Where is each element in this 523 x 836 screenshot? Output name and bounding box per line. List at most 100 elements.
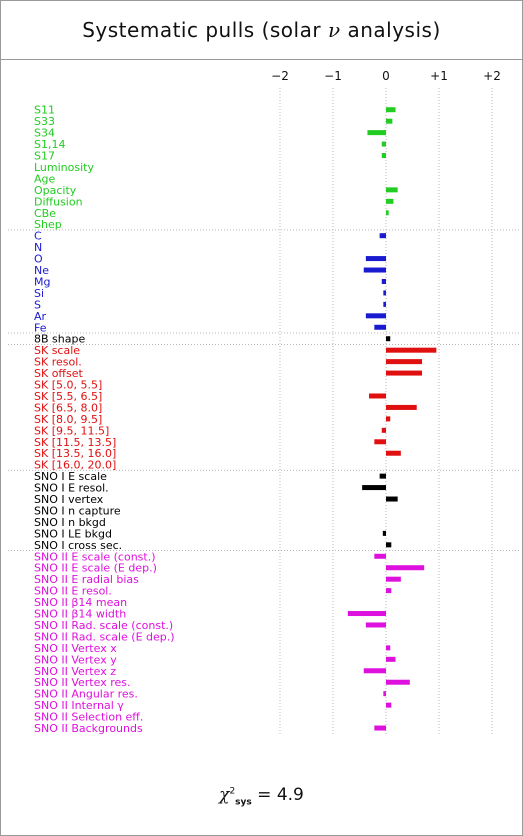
pull-bar — [386, 107, 396, 113]
param-label: SNO II Vertex res. — [34, 676, 130, 689]
param-label: SK [6.5, 8.0] — [34, 401, 102, 414]
title-prefix: Systematic pulls (solar — [82, 18, 328, 42]
pull-bar — [362, 485, 386, 491]
param-label: Opacity — [34, 184, 77, 197]
param-label: SNO II E scale (const.) — [34, 550, 156, 563]
param-label: SNO II Vertex x — [34, 642, 117, 655]
param-label: SNO II E scale (E dep.) — [34, 562, 157, 575]
param-label: Luminosity — [34, 161, 94, 174]
param-label: SNO I vertex — [34, 493, 104, 506]
param-label: SK [16.0, 20.0] — [34, 459, 116, 472]
pull-bar — [379, 473, 386, 479]
param-label: SNO II Rad. scale (E dep.) — [34, 630, 175, 643]
param-label: SK [8.0, 9.5] — [34, 413, 102, 426]
pull-bar — [386, 118, 393, 124]
pull-bar — [374, 553, 386, 559]
title-suffix: analysis) — [340, 18, 441, 42]
pull-bar — [386, 565, 425, 571]
param-label: SNO I n capture — [34, 504, 121, 517]
pull-bar — [374, 725, 386, 731]
param-label: SNO II Internal γ — [34, 699, 124, 712]
pull-bar — [386, 416, 391, 422]
param-label: S17 — [34, 150, 55, 163]
pull-bar — [386, 656, 396, 662]
param-label: S — [34, 298, 41, 311]
param-label: Si — [34, 287, 44, 300]
param-label: SK scale — [34, 344, 80, 357]
x-tick-label: 0 — [382, 69, 390, 83]
pull-bar — [386, 210, 389, 216]
x-tick-label: −2 — [271, 69, 289, 83]
title-nu-symbol: ν — [327, 18, 341, 42]
param-label: SNO II β14 width — [34, 608, 126, 621]
param-label: Fe — [34, 321, 47, 334]
param-label: S1,14 — [34, 138, 65, 151]
pull-bar — [386, 450, 401, 456]
pull-bar — [374, 439, 386, 445]
chi-sub: sys — [235, 797, 252, 808]
param-label: Diffusion — [34, 195, 83, 208]
param-label: SNO I E resol. — [34, 482, 109, 495]
param-label: O — [34, 253, 43, 266]
param-label: SNO II Selection eff. — [34, 711, 143, 724]
param-label: CBe — [34, 207, 56, 220]
param-label: S33 — [34, 115, 55, 128]
chi-squared-label: χ2sys = 4.9 — [0, 785, 523, 807]
pull-bar — [383, 301, 386, 307]
param-label: Ar — [34, 310, 47, 323]
pull-bar — [386, 359, 423, 365]
pull-bar — [386, 588, 392, 594]
chi-value: = 4.9 — [251, 785, 304, 805]
param-label: S11 — [34, 104, 55, 117]
pull-bar — [374, 324, 386, 330]
param-label: SNO II E radial bias — [34, 573, 139, 586]
pull-bar — [367, 130, 386, 136]
param-label: SK resol. — [34, 356, 82, 369]
pull-bar — [386, 404, 417, 410]
pull-bar — [383, 691, 386, 697]
pull-bar — [381, 427, 386, 433]
pull-bar — [365, 256, 386, 262]
param-label: SNO II Backgrounds — [34, 722, 143, 735]
pull-bar — [347, 611, 386, 617]
pull-bar — [365, 313, 386, 319]
pull-bar — [386, 496, 398, 502]
chi-sup: 2 — [229, 786, 236, 797]
pull-bar — [365, 622, 386, 628]
title-bar: Systematic pulls (solar ν analysis) — [1, 1, 522, 60]
pull-bar — [383, 290, 386, 296]
param-label: SK [9.5, 11.5] — [34, 424, 109, 437]
pull-bar — [382, 530, 386, 536]
param-label: Age — [34, 172, 56, 185]
pull-bar — [386, 645, 391, 651]
param-label: SNO II Angular res. — [34, 688, 138, 701]
pull-bar — [386, 347, 437, 353]
x-tick-label: +1 — [430, 69, 448, 83]
param-label: SK [5.5, 6.5] — [34, 390, 102, 403]
pull-bar — [386, 198, 394, 204]
pull-bar — [363, 668, 386, 674]
pull-bar — [386, 576, 401, 582]
pull-bar — [381, 141, 386, 147]
param-label: SNO I cross sec. — [34, 539, 122, 552]
param-label: SK offset — [34, 367, 83, 380]
param-label: C — [34, 230, 42, 243]
x-tick-label: +2 — [483, 69, 501, 83]
param-label: N — [34, 241, 42, 254]
pull-bar — [363, 267, 386, 273]
param-label: Mg — [34, 275, 50, 288]
pull-bar — [386, 187, 398, 193]
param-label: SK [5.0, 5.5] — [34, 379, 102, 392]
param-label: SNO II Vertex z — [34, 665, 116, 678]
param-label: Ne — [34, 264, 49, 277]
pull-bar — [379, 233, 386, 239]
param-label: SK [11.5, 13.5] — [34, 436, 116, 449]
param-label: SNO I E scale — [34, 470, 107, 483]
param-label: SNO II Vertex y — [34, 653, 117, 666]
x-tick-label: −1 — [324, 69, 342, 83]
pull-bar — [386, 336, 391, 342]
pull-bar — [369, 393, 386, 399]
pull-bar — [386, 702, 392, 708]
param-label: 8B shape — [34, 333, 85, 346]
